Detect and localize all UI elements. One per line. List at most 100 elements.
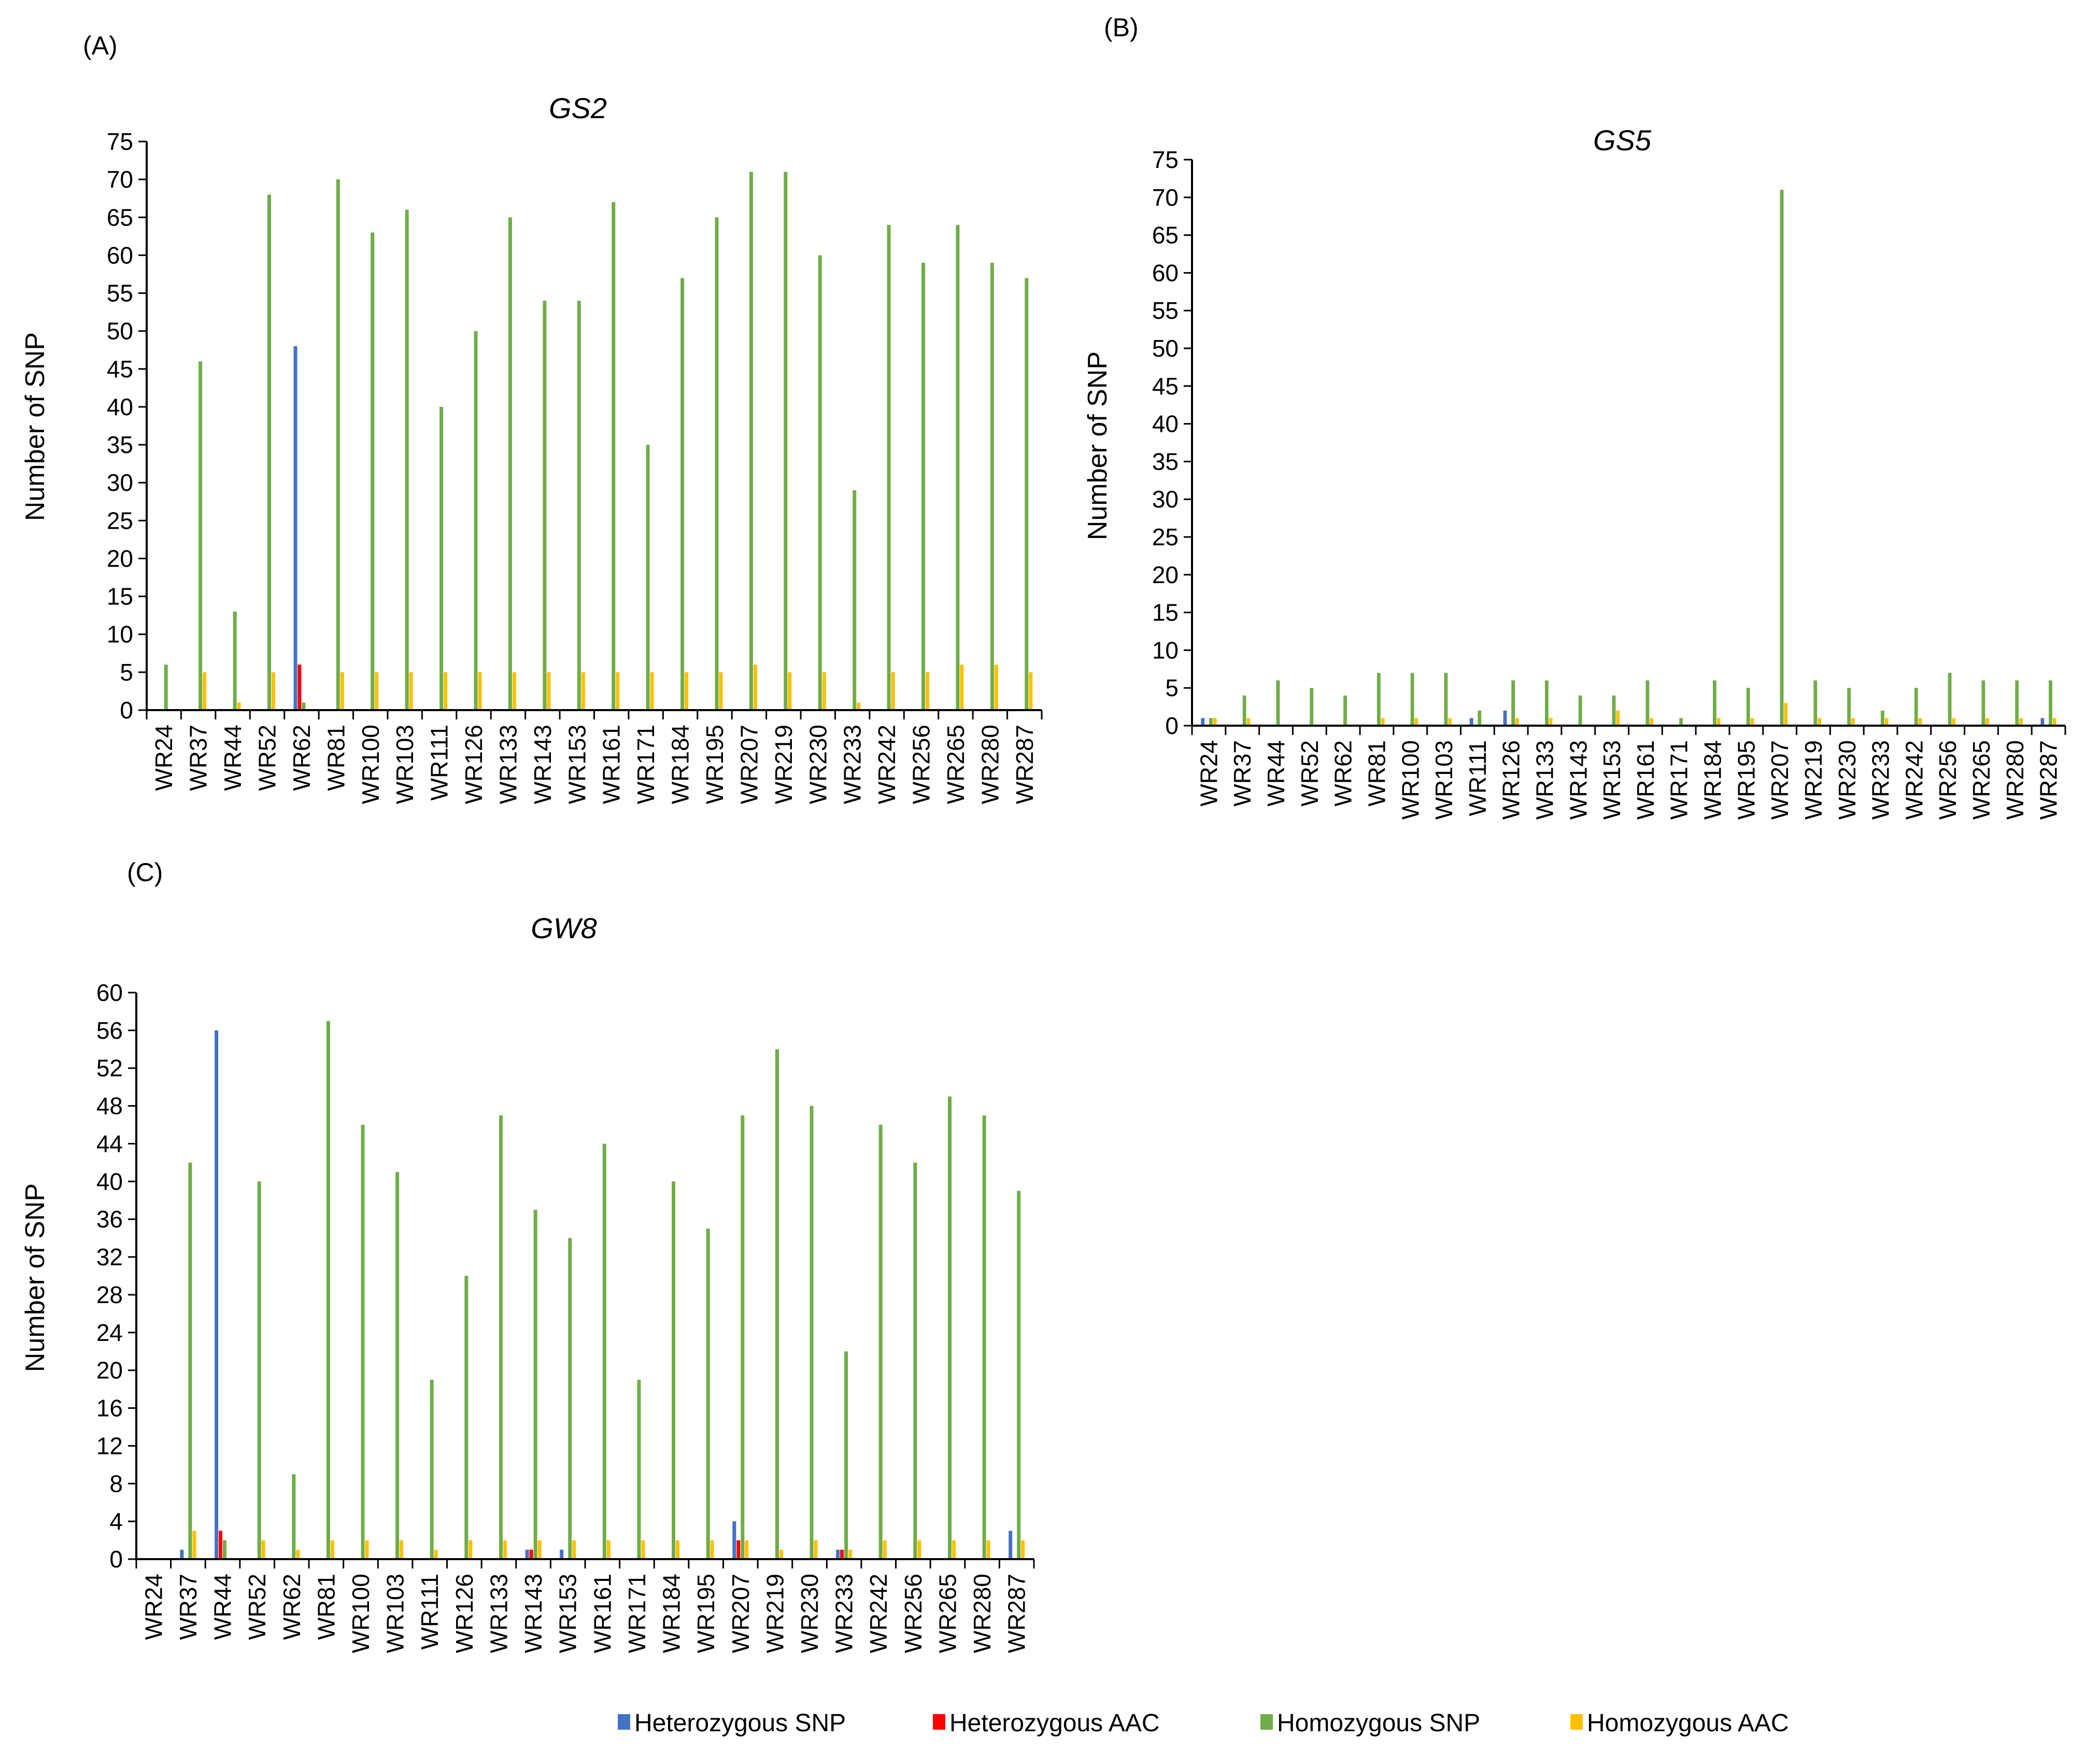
bar-homozygous-aac [719, 672, 723, 710]
x-category-label: WR103 [382, 1574, 409, 1653]
x-category-label: WR207 [727, 1574, 754, 1653]
bar-homozygous-aac [753, 665, 757, 710]
x-category-label: WR143 [520, 1574, 547, 1653]
bar-homozygous-aac [572, 1540, 576, 1559]
bar-homozygous-aac [926, 672, 929, 710]
bar-heterozygous-snp [525, 1549, 529, 1559]
bar-homozygous-aac [409, 672, 413, 710]
y-tick-label: 55 [107, 280, 133, 307]
x-category-label: WR111 [416, 1574, 443, 1650]
x-category-label: WR280 [976, 725, 1003, 804]
bar-homozygous-snp [223, 1540, 226, 1559]
bar-homozygous-snp [1679, 718, 1683, 726]
y-tick-label: 50 [1152, 335, 1179, 362]
bar-homozygous-aac [857, 702, 861, 710]
bar-homozygous-aac [1952, 718, 1956, 726]
bar-homozygous-aac [986, 1540, 990, 1559]
y-tick-label: 70 [107, 166, 133, 193]
x-category-label: WR81 [1363, 740, 1390, 807]
bar-homozygous-snp [1025, 278, 1029, 710]
bar-homozygous-snp [474, 331, 478, 710]
x-category-label: WR242 [865, 1574, 892, 1653]
y-axis-title: Number of SNP [20, 332, 50, 521]
bar-homozygous-aac [1021, 1540, 1025, 1559]
x-category-label: WR195 [692, 1574, 719, 1653]
bar-homozygous-snp [715, 217, 719, 710]
bar-homozygous-snp [1478, 710, 1482, 726]
bar-homozygous-snp [1780, 190, 1784, 726]
y-tick-label: 20 [96, 1357, 123, 1384]
bar-homozygous-aac [237, 702, 241, 710]
bar-heterozygous-snp [2040, 718, 2045, 726]
bar-heterozygous-snp [1009, 1531, 1013, 1559]
x-category-label: WR265 [942, 725, 969, 804]
bar-heterozygous-aac [219, 1531, 222, 1559]
x-category-label: WR153 [563, 725, 590, 804]
y-tick-label: 16 [96, 1395, 123, 1422]
legend-swatch-homozygous-snp [1260, 1714, 1273, 1730]
x-category-label: WR24 [140, 1574, 167, 1640]
bar-homozygous-aac [917, 1540, 921, 1559]
bar-homozygous-snp [198, 361, 203, 710]
bar-homozygous-snp [257, 1181, 261, 1559]
bar-homozygous-aac [1213, 718, 1217, 726]
bar-homozygous-aac [616, 672, 620, 710]
x-category-label: WR100 [1397, 740, 1424, 819]
bar-homozygous-aac [192, 1531, 196, 1559]
x-category-label: WR103 [391, 725, 418, 804]
x-category-label: WR256 [1934, 740, 1961, 819]
y-tick-label: 50 [107, 318, 133, 345]
bar-homozygous-snp [1242, 695, 1246, 726]
y-tick-label: 70 [1152, 184, 1179, 211]
bar-homozygous-snp [672, 1181, 675, 1559]
y-tick-label: 32 [96, 1243, 123, 1270]
y-tick-label: 30 [1152, 486, 1179, 513]
y-tick-label: 5 [120, 659, 133, 686]
bar-homozygous-aac [581, 672, 585, 710]
y-tick-label: 60 [107, 242, 133, 268]
bar-homozygous-snp [1914, 688, 1918, 726]
bar-homozygous-aac [469, 1540, 473, 1559]
x-category-label: WR171 [623, 1574, 650, 1653]
bar-homozygous-snp [1377, 673, 1381, 726]
bar-homozygous-snp [1981, 680, 1985, 726]
x-category-label: WR184 [667, 725, 694, 804]
bar-homozygous-snp [395, 1172, 400, 1559]
bar-homozygous-snp [1645, 680, 1650, 726]
x-category-label: WR219 [770, 725, 797, 804]
bar-homozygous-snp [267, 194, 271, 710]
bar-homozygous-snp [1209, 718, 1213, 726]
bar-homozygous-snp [921, 263, 925, 710]
x-category-label: WR184 [658, 1574, 685, 1653]
bar-homozygous-aac [960, 665, 964, 710]
bar-homozygous-snp [464, 1276, 469, 1559]
x-category-label: WR230 [796, 1574, 823, 1653]
bar-homozygous-aac [365, 1540, 369, 1559]
bar-homozygous-snp [336, 179, 340, 711]
x-category-label: WR153 [1598, 740, 1625, 819]
legend-swatch-heterozygous-aac [933, 1714, 945, 1730]
x-category-label: WR133 [485, 1574, 512, 1653]
y-tick-label: 5 [1165, 674, 1179, 701]
bar-homozygous-snp [775, 1049, 779, 1559]
bar-homozygous-snp [1578, 695, 1582, 726]
y-tick-label: 25 [1152, 524, 1179, 550]
panel-gw8: (C) GW8 Number of SNP 048121620242832364… [20, 858, 1035, 1653]
bar-homozygous-snp [1746, 688, 1750, 726]
x-category-label: WR207 [735, 725, 762, 804]
bar-homozygous-snp [646, 445, 650, 710]
x-category-label: WR143 [1565, 740, 1592, 819]
bar-homozygous-aac [375, 672, 379, 710]
bar-homozygous-aac [261, 1540, 265, 1559]
x-category-label: WR287 [1003, 1574, 1030, 1653]
x-category-label: WR161 [1632, 740, 1659, 819]
bar-heterozygous-aac [297, 665, 302, 710]
bar-heterozygous-aac [529, 1549, 533, 1559]
y-tick-label: 4 [109, 1508, 123, 1535]
x-category-label: WR37 [175, 1574, 202, 1640]
bar-homozygous-snp [439, 406, 444, 710]
bar-homozygous-aac [537, 1540, 542, 1559]
bar-homozygous-aac [434, 1549, 438, 1559]
y-tick-label: 56 [96, 1017, 123, 1044]
legend-swatch-heterozygous-snp [618, 1714, 630, 1730]
